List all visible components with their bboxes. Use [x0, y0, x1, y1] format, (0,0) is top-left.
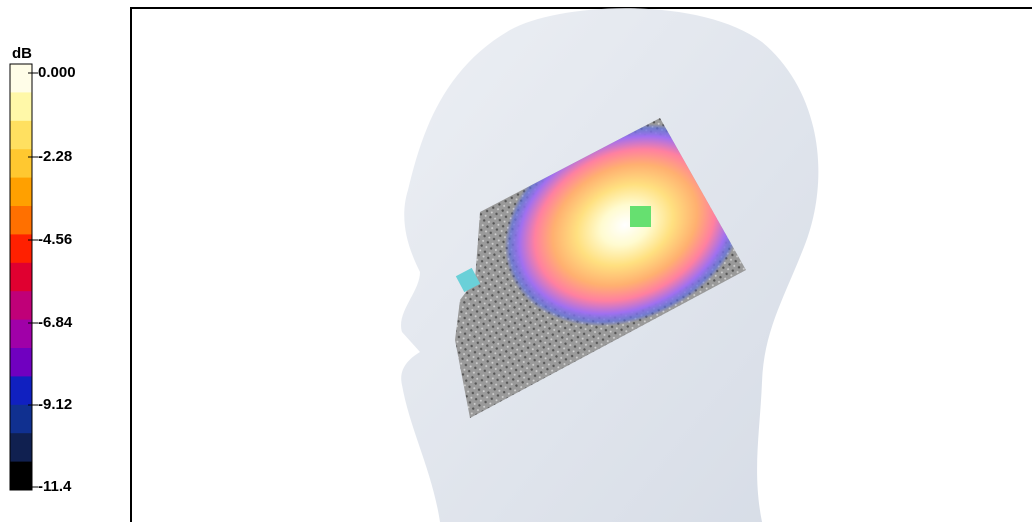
color-band [10, 291, 32, 321]
color-band [10, 433, 32, 463]
color-band [10, 177, 32, 207]
color-band [10, 461, 32, 491]
colorbar: dB [9, 45, 33, 491]
color-band [10, 348, 32, 377]
color-band [10, 404, 32, 434]
colorbar-unit: dB [12, 45, 32, 62]
color-band [10, 319, 32, 349]
color-band [10, 376, 32, 406]
colorbar-tick-label: -11.4 [38, 478, 72, 495]
colorbar-tick-label: -4.56 [38, 231, 72, 248]
colorbar-tick-label: -9.12 [38, 396, 72, 413]
colorbar-tick-label: -2.28 [38, 148, 72, 165]
color-band [10, 64, 32, 93]
color-band [10, 234, 32, 264]
colorbar-tick-label: -6.84 [38, 314, 73, 331]
peak-marker [630, 206, 651, 227]
color-band [10, 149, 32, 179]
color-band [10, 92, 32, 122]
color-band [10, 120, 32, 150]
colorbar-frame [9, 63, 33, 491]
colorbar-tick-label: 0.000 [38, 64, 76, 81]
reference-marker [455, 267, 481, 293]
color-band [10, 262, 32, 292]
color-band [10, 206, 32, 235]
